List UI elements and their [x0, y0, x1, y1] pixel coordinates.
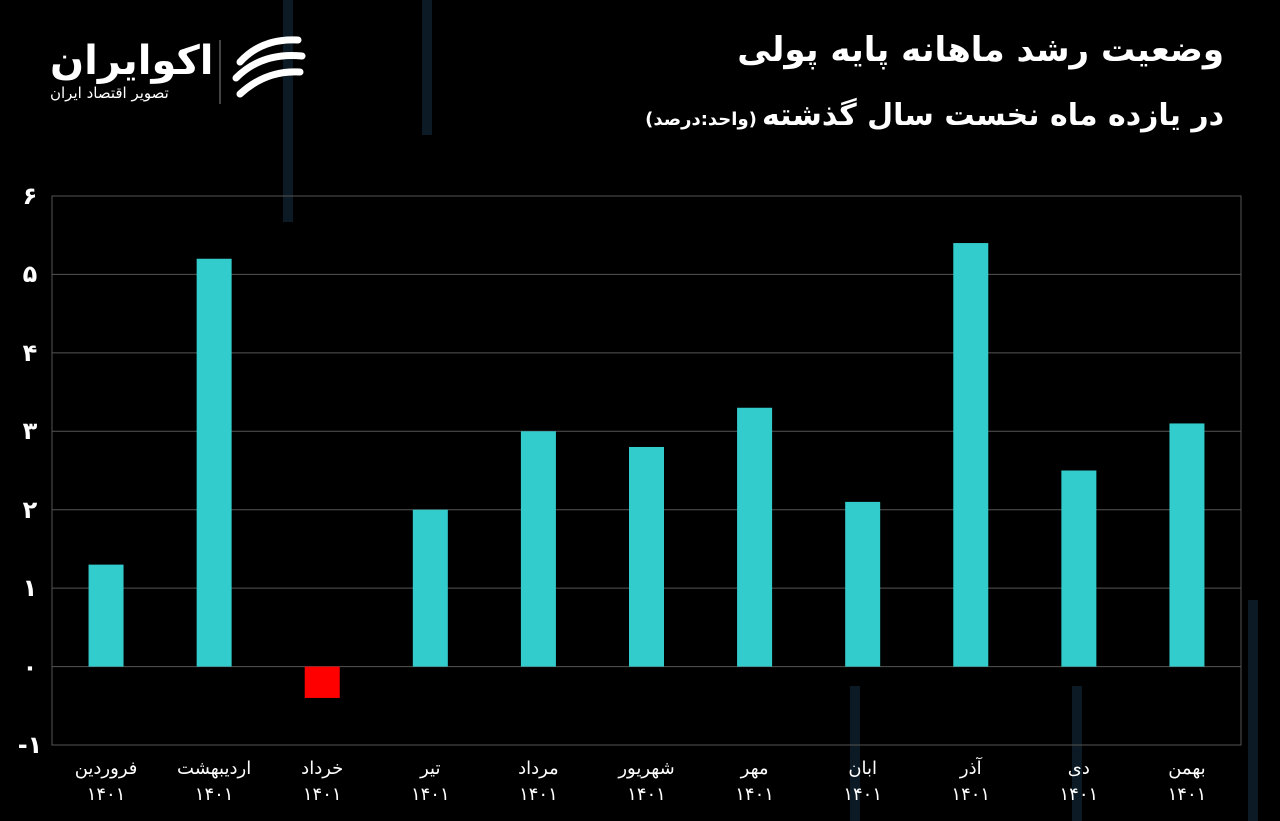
bar — [629, 446, 664, 667]
bar — [953, 243, 989, 667]
y-tick-label: ۰ — [22, 652, 38, 681]
subtitle-row: در یازده ماه نخست سال گذشته (واحد:درصد) — [645, 98, 1224, 133]
bar — [196, 258, 232, 667]
x-tick-label: تیر ۱۴۰۱ — [410, 758, 450, 805]
bar — [845, 501, 881, 667]
x-tick-label: خرداد ۱۴۰۱ — [301, 758, 344, 805]
unit-label: (واحد:درصد) — [645, 109, 757, 130]
x-tick-label: دی ۱۴۰۱ — [1059, 758, 1099, 805]
y-tick-label: ۶ — [22, 182, 38, 210]
bar — [412, 509, 448, 667]
x-tick-label: شهریور ۱۴۰۱ — [618, 758, 675, 805]
background-decor — [283, 0, 1258, 821]
bar — [1169, 423, 1205, 667]
x-tick-label: آذر ۱۴۰۱ — [951, 758, 991, 805]
brand-tagline: تصویر اقتصاد ایران — [50, 84, 169, 102]
logo-icon — [232, 36, 306, 98]
chart-title: وضعیت رشد ماهانه پایه پولی — [737, 30, 1224, 70]
y-tick-label: ۲ — [22, 495, 38, 524]
x-tick-label: اردیبهشت ۱۴۰۱ — [177, 758, 252, 805]
bar — [88, 564, 124, 667]
y-tick-label: ۵ — [22, 260, 38, 289]
bar — [1061, 470, 1097, 667]
bar — [520, 431, 556, 667]
brand: اکوایران — [50, 38, 214, 84]
y-tick-label: ۴ — [22, 338, 38, 367]
x-tick-label: مهر ۱۴۰۱ — [735, 758, 774, 805]
y-tick-label: ۱ — [22, 574, 38, 603]
bar — [304, 666, 340, 698]
y-tick-label: ۳ — [22, 417, 38, 446]
x-tick-label: فروردین ۱۴۰۱ — [74, 758, 138, 805]
x-tick-label: ابان ۱۴۰۱ — [843, 758, 882, 805]
x-tick-label: بهمن ۱۴۰۱ — [1167, 758, 1207, 805]
y-tick-label: -۱ — [17, 731, 43, 759]
bar — [737, 407, 773, 667]
chart-subtitle: در یازده ماه نخست سال گذشته — [761, 98, 1224, 133]
x-tick-label: مرداد ۱۴۰۱ — [518, 758, 559, 805]
